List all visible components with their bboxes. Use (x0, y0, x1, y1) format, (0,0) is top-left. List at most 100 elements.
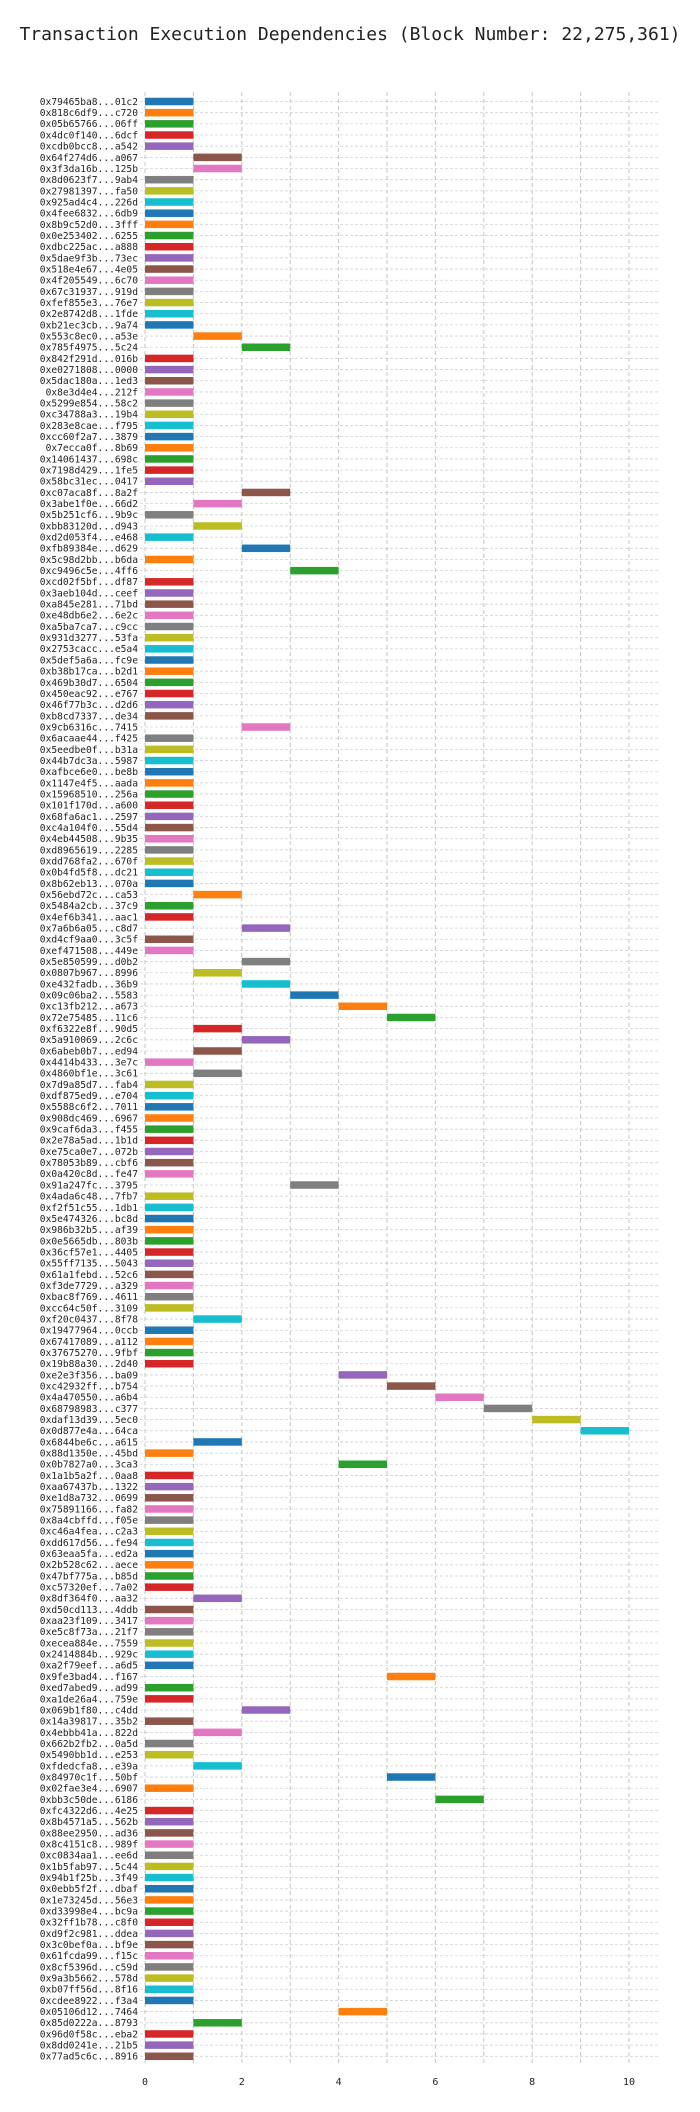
transaction-bar (193, 969, 242, 977)
transaction-label: 0x0a420c8d...fe47 (40, 1169, 138, 1180)
transaction-bar (145, 1661, 194, 1670)
transaction-label: 0xaa23f109...3417 (40, 1616, 138, 1627)
transaction-bar (145, 667, 194, 675)
transaction-label: 0xf2f51c55...1db1 (40, 1203, 138, 1214)
transaction-label: 0x5b251cf6...9b9c (40, 510, 138, 521)
transaction-label: 0x8df364f0...aa32 (40, 1594, 138, 1605)
transaction-label: 0x2753cacc...e5a4 (40, 644, 138, 655)
transaction-bar (145, 1136, 194, 1145)
transaction-label: 0x9fe3bad4...f167 (40, 1672, 138, 1683)
transaction-label: 0x5def5a6a...fc9e (40, 655, 138, 666)
transaction-bar (241, 488, 291, 497)
transaction-label: 0x6844be6c...a615 (40, 1437, 138, 1448)
transaction-bar (145, 399, 194, 407)
transaction-label: 0x5e474326...bc8d (40, 1214, 138, 1225)
transaction-label: 0x4a470550...a6b4 (40, 1393, 138, 1404)
transaction-bar (145, 1270, 194, 1279)
transaction-label: 0x1b5fab97...5c44 (40, 1862, 138, 1873)
transaction-label: 0x842f291d...016b (40, 354, 138, 365)
transaction-bar (145, 1851, 194, 1859)
transaction-bar (193, 1315, 242, 1323)
transaction-bars (145, 97, 629, 2061)
transaction-bar (145, 589, 194, 597)
transaction-label: 0xe2e3f356...ba09 (40, 1370, 138, 1381)
transaction-label: 0x8a4cbffd...f05e (40, 1516, 138, 1527)
x-tick-label: 4 (336, 2077, 342, 2088)
transaction-label: 0x8b4571a5...562b (40, 1817, 138, 1828)
transaction-bar (145, 1963, 194, 1971)
transaction-label: 0x518e4e67...4e05 (40, 264, 138, 275)
transaction-bar (145, 633, 194, 642)
transaction-bar (145, 220, 194, 229)
transaction-bar (145, 823, 194, 832)
transaction-label: 0xa1de26a4...759e (40, 1694, 138, 1705)
transaction-label: 0xa845e281...71bd (40, 600, 138, 611)
transaction-label: 0xc4a104f0...55d4 (40, 823, 138, 834)
transaction-bar (145, 1717, 194, 1725)
transaction-bar (145, 1348, 194, 1357)
transaction-bar (145, 1170, 194, 1178)
transaction-label: 0xd2d053f4...e468 (40, 533, 138, 544)
transaction-bar (145, 1695, 194, 1703)
grid-lines (140, 92, 659, 2066)
transaction-bar (193, 499, 242, 508)
transaction-label: 0xfc4322d6...4e25 (40, 1806, 138, 1817)
transaction-bar (145, 622, 194, 631)
transaction-label: 0xaa67437b...1322 (40, 1482, 138, 1493)
transaction-label: 0xf3de7729...a329 (40, 1281, 138, 1292)
transaction-bar (145, 1952, 194, 1960)
transaction-bar (145, 309, 194, 318)
transaction-bar (483, 1404, 533, 1413)
transaction-label: 0x0807b967...8996 (40, 968, 138, 979)
transaction-bar (145, 511, 194, 519)
transaction-bar (145, 1940, 194, 1949)
transaction-label: 0x94b1f25b...3f49 (40, 1873, 138, 1884)
transaction-bar (145, 1538, 194, 1547)
transaction-label: 0xe0271808...0000 (40, 365, 138, 376)
transaction-label: 0x450eac92...e767 (40, 689, 138, 700)
transaction-bar (145, 656, 194, 664)
transaction-label: 0x09c06ba2...5583 (40, 991, 138, 1002)
transaction-label: 0x0e5665db...803b (40, 1236, 138, 1247)
transaction-bar (145, 868, 194, 876)
transaction-bar (241, 980, 291, 988)
transaction-label: 0xcdb0bcc8...a542 (40, 142, 138, 153)
transaction-bar (290, 566, 339, 575)
transaction-label: 0x4fee6832...6db9 (40, 209, 138, 220)
transaction-bar (145, 689, 194, 698)
transaction-bar (145, 1337, 194, 1346)
transaction-label: 0x79465ba8...01c2 (40, 97, 138, 108)
transaction-bar (145, 1080, 194, 1089)
transaction-bar (145, 254, 194, 262)
transaction-bar (145, 2030, 194, 2038)
transaction-bar (145, 1494, 194, 1502)
transaction-bar (145, 466, 194, 474)
transaction-bar (193, 522, 242, 530)
transaction-label: 0x02fae3e4...6907 (40, 1784, 138, 1795)
transaction-label: 0x4ada6c48...7fb7 (40, 1192, 138, 1203)
transaction-label: 0x7a6b6a05...c8d7 (40, 924, 138, 935)
transaction-bar (145, 712, 194, 720)
transaction-bar (145, 1259, 194, 1267)
transaction-label: 0x986b32b5...af39 (40, 1225, 138, 1236)
transaction-label: 0x818c6df9...c720 (40, 108, 138, 119)
transaction-bar (145, 1862, 194, 1871)
transaction-label: 0x19477964...0ccb (40, 1326, 138, 1337)
transaction-label: 0x05106d12...7464 (40, 2007, 138, 2018)
transaction-bar (145, 265, 194, 273)
transaction-bar (145, 1896, 194, 1904)
transaction-label: 0xc57320ef...7a02 (40, 1583, 138, 1594)
transaction-label: 0x46f77b3c...d2d6 (40, 700, 138, 711)
transaction-bar (145, 1873, 194, 1882)
transaction-bar (435, 1795, 484, 1804)
transaction-label: 0xdaf13d39...5ec0 (40, 1415, 138, 1426)
transaction-label: 0xbb3c50de...6186 (40, 1795, 138, 1806)
transaction-label: 0xc42932ff...b754 (40, 1381, 138, 1392)
transaction-bar (145, 1750, 194, 1759)
transaction-label: 0xe75ca0e7...072b (40, 1147, 138, 1158)
transaction-label: 0x84970c1f...50bf (40, 1772, 138, 1783)
transaction-label: 0x27981397...fa50 (40, 186, 138, 197)
transaction-label: 0xcd02f5bf...df87 (40, 577, 138, 588)
x-tick-label: 10 (623, 2077, 635, 2088)
transaction-bar (387, 1672, 436, 1681)
